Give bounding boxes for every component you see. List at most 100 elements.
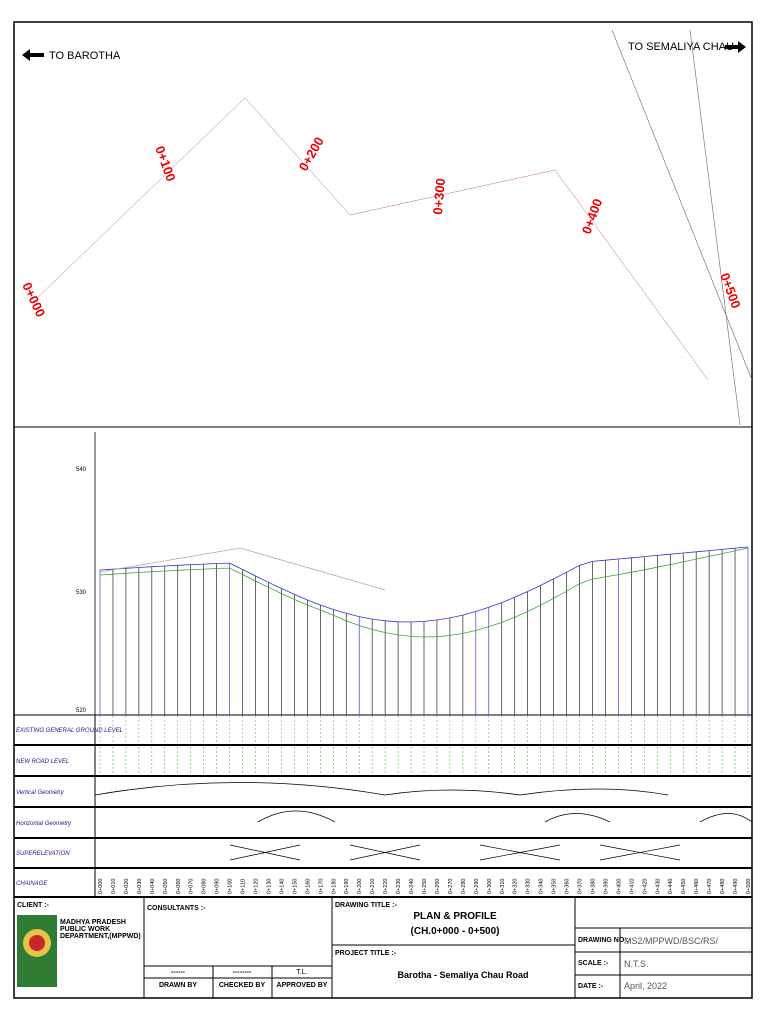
chainage-label: 0+110	[241, 879, 247, 894]
level-label: 520	[76, 708, 87, 714]
role: APPROVED BY	[277, 982, 328, 989]
chainage-label: 0+180	[331, 879, 337, 894]
field-label: DATE :-	[578, 983, 604, 990]
field-label: SCALE :-	[578, 960, 609, 967]
chainage-label: 0+340	[539, 879, 545, 894]
chainage-label: 0+490	[733, 879, 739, 894]
chainage-label: 0+280	[461, 879, 467, 894]
direction-label: TO BAROTHA	[49, 50, 121, 62]
chainage-label: 0+170	[318, 879, 324, 894]
chainage-label: 0+450	[681, 879, 687, 894]
profile-view: 540 530 520	[76, 432, 96, 715]
chainage-label: 0+310	[500, 879, 506, 894]
chainage-label: 0+330	[526, 879, 532, 894]
tangent-line	[34, 97, 709, 381]
chainage-label: 0+080	[202, 879, 208, 894]
band-label: Vertical Geometry	[16, 790, 65, 796]
signature: ------	[171, 969, 186, 976]
drawing-subtitle: (CH.0+000 - 0+500)	[411, 926, 500, 937]
chainage-label: 0+160	[305, 879, 311, 894]
chainage-label: 0+500	[746, 879, 752, 894]
field-label: DRAWING TITLE :-	[335, 902, 397, 909]
band-label: CHAINAGE	[16, 881, 48, 887]
chainage-label: 0+060	[176, 879, 182, 894]
date: April, 2022	[624, 981, 667, 991]
field-label: CLIENT :-	[17, 902, 50, 909]
chainage-mark: 0+100	[152, 144, 179, 183]
chainage-label: 0+200	[357, 879, 363, 894]
field-label: DRAWING NO :-	[578, 937, 632, 944]
direction-label: TO SEMALIYA CHAU	[628, 41, 734, 53]
chainage-label: 0+120	[254, 879, 260, 894]
title-block	[17, 897, 752, 998]
profile-bands	[14, 714, 753, 898]
road-profile	[99, 546, 749, 623]
chainage-label: 0+050	[163, 879, 169, 894]
chainage-label: 0+270	[448, 879, 454, 894]
chainage-label: 0+210	[370, 879, 376, 894]
chainage-label: 0+400	[616, 879, 622, 894]
road-alignment	[34, 107, 753, 357]
chainage-label: 0+040	[150, 879, 156, 894]
level-label: 530	[76, 590, 87, 596]
field-label: PROJECT TITLE :-	[335, 950, 397, 957]
chainage-mark: 0+400	[579, 197, 606, 236]
chainage-mark: 0+200	[296, 134, 327, 173]
chainage-label: 0+370	[578, 879, 584, 894]
drawing-title: PLAN & PROFILE	[413, 911, 497, 922]
chainage-label: 0+250	[422, 879, 428, 894]
signature: T.L.	[296, 969, 307, 976]
field-label: CONSULTANTS :-	[147, 905, 206, 912]
band-label: Horizontal Geometry	[16, 821, 72, 827]
reference-line	[689, 29, 741, 426]
chainage-label: 0+320	[513, 879, 519, 894]
band-label: EXISTING GENERAL GROUND LEVEL	[16, 728, 123, 734]
signature: --------	[233, 969, 252, 976]
chainage-label: 0+470	[707, 879, 713, 894]
chainage-label: 0+030	[137, 879, 143, 894]
chainage-label: 0+420	[642, 879, 648, 894]
drawing-no: MS2/MPPWD/BSC/RS/	[624, 936, 719, 946]
scale: N.T.S.	[624, 959, 649, 969]
chainage-label: 0+260	[435, 879, 441, 894]
chainage-label: 0+380	[590, 879, 596, 894]
chainage-mark: 0+300	[430, 178, 448, 216]
vertical-geometry	[99, 547, 386, 591]
role: DRAWN BY	[159, 982, 197, 989]
chainage-label: 0+300	[487, 879, 493, 894]
chainage-label: 0+070	[189, 879, 195, 894]
chainage-label: 0+000	[98, 879, 104, 894]
chainage-label: 0+100	[228, 879, 234, 894]
reference-line	[611, 29, 753, 381]
sheet-border	[13, 21, 753, 999]
chainage-label: 0+390	[603, 879, 609, 894]
ground-profile	[99, 547, 749, 638]
chainage-label: 0+360	[565, 879, 571, 894]
role: CHECKED BY	[219, 982, 266, 989]
chainage-mark: 0+000	[19, 280, 48, 319]
chainage-label: 0+240	[409, 879, 415, 894]
arrow-right	[725, 41, 746, 53]
client-name-box: MADHYA PRADESH PUBLIC WORK DEPARTMENT,(M…	[60, 919, 141, 940]
chainage-label: 0+410	[629, 879, 635, 894]
chainage-label: 0+440	[668, 879, 674, 894]
chainage-label: 0+220	[383, 879, 389, 894]
chainage-label: 0+150	[292, 879, 298, 894]
chainage-label: 0+290	[474, 879, 480, 894]
chainage-label: 0+020	[124, 879, 130, 894]
chainage-label: 0+480	[720, 879, 726, 894]
project-title: Barotha - Semaliya Chau Road	[397, 970, 528, 980]
chainage-mark: 0+500	[717, 271, 744, 310]
band-label: SUPERELEVATION	[16, 851, 70, 857]
chainage-label: 0+140	[279, 879, 285, 894]
level-label: 540	[76, 467, 87, 473]
chainage-label: 0+090	[215, 879, 221, 894]
chainage-label: 0+010	[111, 879, 117, 894]
client-name: MADHYA PRADESH PUBLIC WORK DEPARTMENT,(M…	[60, 919, 141, 940]
chainage-label: 0+350	[552, 879, 558, 894]
arrow-left	[22, 49, 44, 61]
plan-view: TO BAROTHA TO SEMALIYA CHAU 0+000 0+100 …	[19, 29, 753, 426]
chainage-label: 0+460	[694, 879, 700, 894]
chainage-label: 0+190	[344, 879, 350, 894]
